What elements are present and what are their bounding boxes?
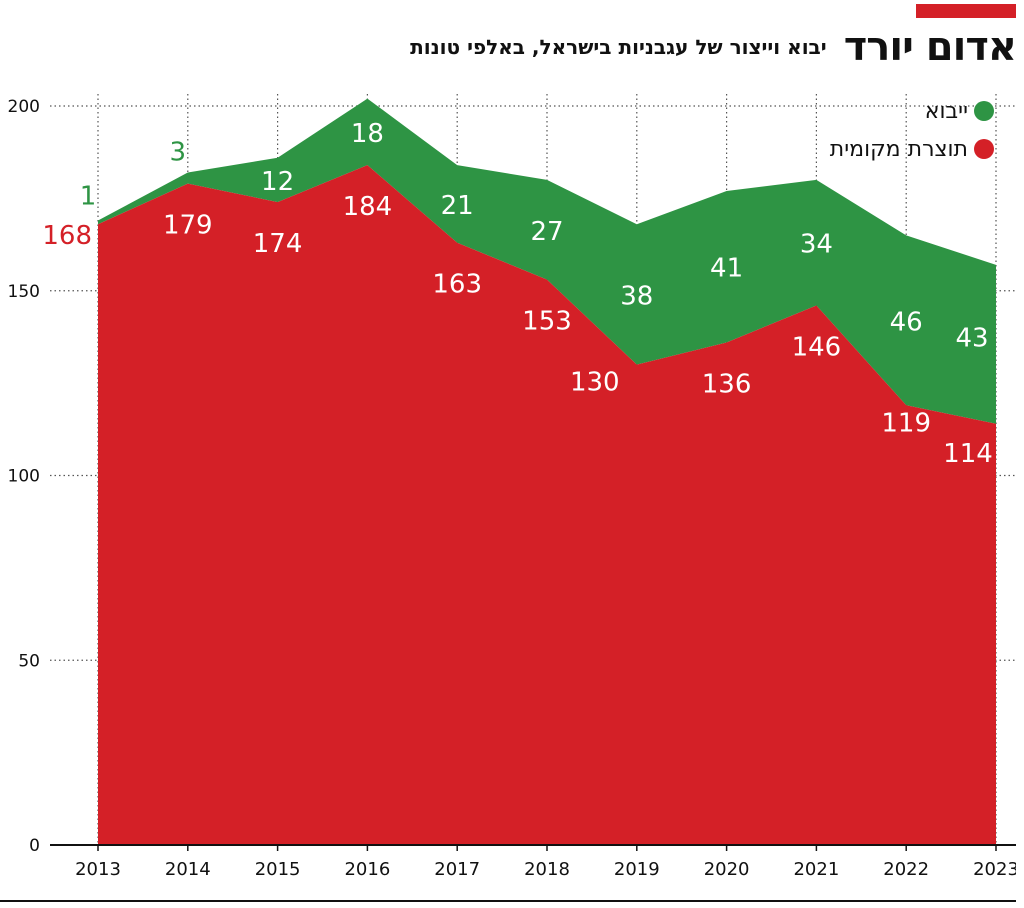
data-label-import: 18 — [351, 119, 384, 149]
data-label-local: 163 — [432, 270, 482, 300]
legend-dot-local — [974, 139, 994, 159]
data-label-import: 46 — [890, 307, 923, 337]
data-label-local: 130 — [570, 368, 620, 398]
accent-bar — [916, 4, 1016, 18]
x-tick-label: 2022 — [883, 859, 929, 880]
x-tick-label: 2018 — [524, 859, 570, 880]
data-label-import: 43 — [955, 323, 988, 353]
data-label-local: 114 — [943, 439, 993, 469]
data-label-local: 146 — [792, 333, 842, 363]
data-label-local: 153 — [522, 307, 572, 337]
x-tick-label: 2015 — [255, 859, 301, 880]
y-tick-label: 0 — [29, 836, 40, 856]
x-tick-label: 2017 — [434, 859, 480, 880]
data-label-local: 184 — [343, 192, 393, 222]
data-label-import: 34 — [800, 230, 833, 260]
chart-subtitle: יבוא וייצור של עגבניות בישראל, באלפי טונ… — [410, 35, 827, 59]
bottom-rule — [0, 900, 1016, 902]
x-tick-label: 2013 — [75, 859, 121, 880]
data-label-import: 21 — [441, 191, 474, 221]
data-label-import: 3 — [170, 138, 187, 168]
legend-label-import: ייבוא — [924, 98, 968, 124]
title-row: אדום יורד יבוא וייצור של עגבניות בישראל,… — [410, 24, 1017, 70]
x-tick-label: 2020 — [704, 859, 750, 880]
series-area-import — [98, 98, 996, 424]
series-area-local — [98, 165, 996, 845]
x-tick-label: 2019 — [614, 859, 660, 880]
x-tick-label: 2014 — [165, 859, 211, 880]
x-tick-label: 2023 — [973, 859, 1016, 880]
data-label-import: 38 — [620, 281, 653, 311]
y-tick-label: 100 — [8, 467, 40, 487]
data-label-local: 179 — [163, 211, 213, 241]
y-tick-label: 50 — [18, 651, 40, 671]
data-label-import: 27 — [530, 217, 563, 247]
data-label-import: 12 — [261, 167, 294, 197]
y-tick-label: 200 — [8, 97, 40, 117]
legend-dot-import — [974, 101, 994, 121]
data-label-local: 168 — [42, 221, 92, 251]
data-label-local: 119 — [881, 408, 931, 438]
chart-title: אדום יורד — [843, 24, 1017, 70]
data-label-import: 1 — [80, 182, 97, 212]
x-tick-label: 2016 — [344, 859, 390, 880]
x-tick-label: 2021 — [793, 859, 839, 880]
data-label-import: 41 — [710, 254, 743, 284]
legend: ייבוא תוצרת מקומית — [830, 92, 994, 168]
data-label-local: 174 — [253, 229, 303, 259]
legend-label-local: תוצרת מקומית — [829, 136, 968, 162]
legend-item-import: ייבוא — [830, 92, 994, 130]
data-label-local: 136 — [702, 369, 752, 399]
legend-item-local: תוצרת מקומית — [830, 130, 994, 168]
y-tick-label: 150 — [8, 282, 40, 302]
